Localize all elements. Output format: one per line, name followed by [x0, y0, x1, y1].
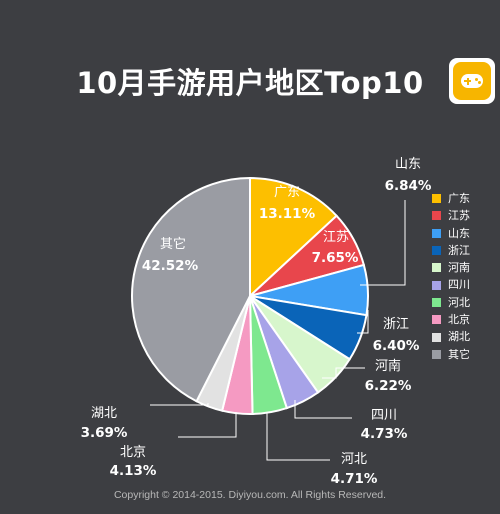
legend-swatch-9: [432, 349, 441, 359]
slice-label-value-3: 6.40%: [373, 338, 420, 354]
legend-label-0: 广东: [448, 192, 470, 205]
legend-item-8: 湖北: [432, 328, 470, 345]
legend-label-1: 江苏: [448, 209, 470, 223]
leader-line-5: [294, 400, 352, 419]
gamepad-icon: [461, 74, 483, 88]
legend-swatch-6: [432, 297, 441, 307]
legend-swatch-2: [432, 228, 441, 238]
slice-label-name-9: 其它: [160, 236, 186, 252]
pie-slices: [131, 176, 369, 415]
leader-line-2: [360, 200, 406, 286]
slice-label-name-5: 四川: [371, 408, 397, 423]
slice-label-value-1: 7.65%: [312, 250, 359, 266]
slice-label-value-7: 4.13%: [110, 463, 157, 479]
leader-line-6: [266, 412, 330, 461]
legend-item-4: 河南: [432, 259, 470, 276]
legend-item-0: 广东: [432, 190, 470, 207]
slice-label-name-8: 湖北: [91, 406, 117, 421]
gamepad-logo-icon: [449, 58, 495, 104]
leader-line-7: [178, 412, 237, 438]
slice-label-value-4: 6.22%: [365, 378, 412, 394]
leader-line-8: [150, 403, 209, 406]
legend-label-2: 山东: [448, 226, 470, 240]
slice-label-name-6: 河北: [341, 452, 367, 467]
legend-item-6: 河北: [432, 294, 470, 311]
chart-legend: 广东江苏山东浙江河南四川河北北京湖北其它: [432, 190, 470, 363]
legend-swatch-8: [432, 332, 441, 342]
legend-label-7: 北京: [448, 313, 470, 327]
legend-item-1: 江苏: [432, 207, 470, 224]
gamepad-button-b: [478, 81, 481, 84]
slice-label-name-3: 浙江: [383, 317, 409, 332]
pie-slice-0: [249, 176, 338, 299]
legend-swatch-1: [432, 211, 441, 221]
legend-item-2: 山东: [432, 225, 470, 242]
chart-title: 10月手游用户地区Top10: [76, 66, 424, 100]
slice-label-name-7: 北京: [120, 445, 146, 460]
logo-ring: [453, 62, 491, 100]
legend-swatch-3: [432, 246, 441, 256]
legend-label-8: 湖北: [448, 330, 470, 344]
legend-label-6: 河北: [448, 295, 470, 309]
gamepad-button-a: [475, 78, 478, 81]
slice-label-value-0: 13.11%: [259, 206, 316, 222]
pie-slice-9: [131, 176, 251, 403]
slice-label-value-9: 42.52%: [142, 258, 199, 274]
slice-label-name-2: 山东: [395, 157, 421, 172]
slice-label-name-4: 河南: [375, 358, 401, 374]
legend-item-5: 四川: [432, 276, 470, 293]
legend-label-3: 浙江: [448, 243, 470, 257]
dpad-vertical: [466, 77, 469, 85]
legend-swatch-0: [432, 194, 441, 204]
legend-item-7: 北京: [432, 311, 470, 328]
legend-label-9: 其它: [448, 347, 470, 361]
legend-label-5: 四川: [448, 278, 470, 292]
copyright-text: Copyright © 2014-2015. Diyiyou.com. All …: [113, 489, 387, 501]
legend-swatch-7: [432, 315, 441, 325]
slice-label-value-2: 6.84%: [385, 178, 432, 194]
pie-labels: 广东 13.11% 江苏 7.65% 山东 6.84% 浙江 6.40% 河南 6.22% 四川 4.…: [81, 157, 432, 487]
leader-line-3: [357, 310, 369, 334]
legend-swatch-5: [432, 280, 441, 290]
slice-label-value-8: 3.69%: [81, 425, 128, 441]
slice-label-value-6: 4.71%: [331, 471, 378, 487]
slice-label-name-1: 江苏: [323, 229, 349, 245]
legend-item-9: 其它: [432, 346, 470, 363]
slice-label-name-0: 广东: [274, 185, 300, 200]
legend-label-4: 河南: [448, 261, 470, 275]
leader-line-4: [322, 367, 365, 379]
slice-label-value-5: 4.73%: [361, 426, 408, 442]
legend-swatch-4: [432, 263, 441, 273]
legend-item-3: 浙江: [432, 242, 470, 259]
